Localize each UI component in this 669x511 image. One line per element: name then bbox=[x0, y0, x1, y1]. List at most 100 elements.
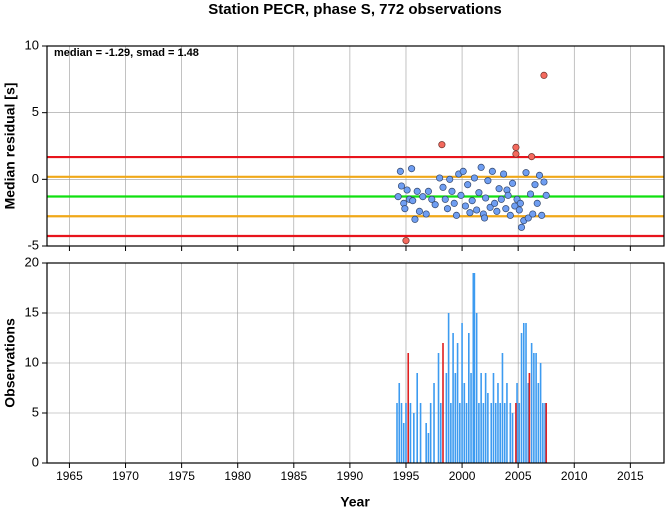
bar bbox=[545, 403, 548, 463]
bar bbox=[437, 353, 440, 463]
data-point bbox=[464, 181, 472, 189]
data-point bbox=[484, 177, 492, 185]
y-tick-label: 15 bbox=[25, 304, 39, 319]
bar bbox=[470, 373, 472, 463]
x-tick-label: 1980 bbox=[224, 469, 251, 483]
y-tick-label: 0 bbox=[32, 454, 39, 469]
data-point bbox=[457, 191, 465, 199]
bar bbox=[494, 403, 497, 463]
bar bbox=[482, 403, 485, 463]
bar bbox=[544, 403, 546, 463]
x-tick-label: 1985 bbox=[280, 469, 307, 483]
data-point bbox=[500, 170, 508, 178]
bar bbox=[518, 403, 521, 463]
y-tick-label: 5 bbox=[32, 104, 39, 119]
annotation: median = -1.29, smad = 1.48 bbox=[54, 47, 199, 59]
bar bbox=[499, 403, 502, 463]
data-point bbox=[512, 150, 520, 158]
data-point bbox=[428, 195, 436, 203]
data-point bbox=[515, 206, 523, 214]
data-point bbox=[509, 179, 517, 187]
data-point bbox=[528, 153, 536, 161]
bar bbox=[429, 403, 432, 463]
bar bbox=[463, 383, 466, 463]
x-tick-label: 2010 bbox=[561, 469, 588, 483]
data-point bbox=[526, 190, 535, 198]
bar bbox=[461, 323, 463, 463]
bar bbox=[419, 403, 422, 463]
bar bbox=[416, 373, 418, 463]
bar bbox=[405, 403, 407, 463]
x-tick-label: 2005 bbox=[505, 469, 532, 483]
data-point bbox=[413, 187, 421, 195]
data-point bbox=[468, 197, 476, 205]
bar bbox=[468, 333, 470, 463]
bar bbox=[465, 403, 468, 463]
data-point bbox=[470, 174, 478, 182]
x-tick-label: 2000 bbox=[449, 469, 476, 483]
bar bbox=[480, 373, 482, 463]
bar bbox=[407, 353, 410, 463]
x-tick-label: 1975 bbox=[168, 469, 195, 483]
data-point bbox=[466, 209, 474, 217]
data-point bbox=[535, 171, 544, 179]
bar bbox=[433, 383, 435, 463]
data-point bbox=[450, 199, 458, 207]
x-tick-label: 1965 bbox=[56, 469, 83, 483]
data-point bbox=[443, 205, 452, 213]
y-tick-label: 10 bbox=[25, 354, 39, 369]
bar bbox=[542, 403, 544, 463]
bar bbox=[525, 323, 527, 463]
bar bbox=[537, 383, 540, 463]
data-point bbox=[488, 167, 496, 175]
y-tick-label: -5 bbox=[27, 237, 39, 252]
bar bbox=[475, 313, 478, 463]
bar bbox=[454, 373, 457, 463]
data-point bbox=[396, 167, 404, 175]
data-point bbox=[516, 199, 524, 207]
chart-title: Station PECR, phase S, 772 observations bbox=[208, 1, 501, 18]
bar bbox=[427, 433, 430, 463]
data-point bbox=[497, 195, 505, 203]
data-point bbox=[531, 181, 539, 189]
data-point bbox=[438, 141, 446, 149]
data-point bbox=[473, 206, 481, 214]
plot-frame bbox=[46, 262, 665, 464]
bar bbox=[472, 273, 475, 463]
data-point bbox=[415, 207, 423, 215]
x-axis-label: Year bbox=[340, 494, 370, 510]
bar bbox=[497, 383, 499, 463]
bar bbox=[490, 403, 493, 463]
data-point bbox=[538, 211, 546, 219]
data-point bbox=[529, 210, 537, 218]
bar bbox=[402, 423, 405, 463]
bar bbox=[413, 413, 415, 463]
data-point bbox=[477, 163, 485, 171]
data-point bbox=[422, 210, 430, 218]
data-point bbox=[540, 71, 548, 79]
data-point bbox=[517, 223, 526, 231]
bar bbox=[439, 403, 442, 463]
data-point bbox=[482, 194, 490, 202]
data-point bbox=[452, 211, 461, 219]
y-axis-label: Observations bbox=[2, 318, 18, 408]
bar bbox=[509, 403, 512, 463]
x-tick-label: 1995 bbox=[393, 469, 420, 483]
data-point bbox=[480, 214, 489, 222]
bar bbox=[535, 353, 537, 463]
data-point bbox=[511, 202, 519, 210]
bar bbox=[539, 363, 542, 463]
bar bbox=[452, 333, 454, 463]
data-point bbox=[459, 167, 467, 175]
data-point bbox=[409, 197, 417, 205]
data-point bbox=[431, 201, 439, 209]
bar bbox=[522, 323, 525, 463]
data-point bbox=[524, 214, 532, 222]
bar bbox=[528, 373, 531, 463]
bar bbox=[445, 373, 448, 463]
bar bbox=[442, 343, 444, 463]
data-point bbox=[403, 186, 411, 194]
data-point bbox=[461, 202, 469, 210]
data-point bbox=[441, 195, 449, 203]
